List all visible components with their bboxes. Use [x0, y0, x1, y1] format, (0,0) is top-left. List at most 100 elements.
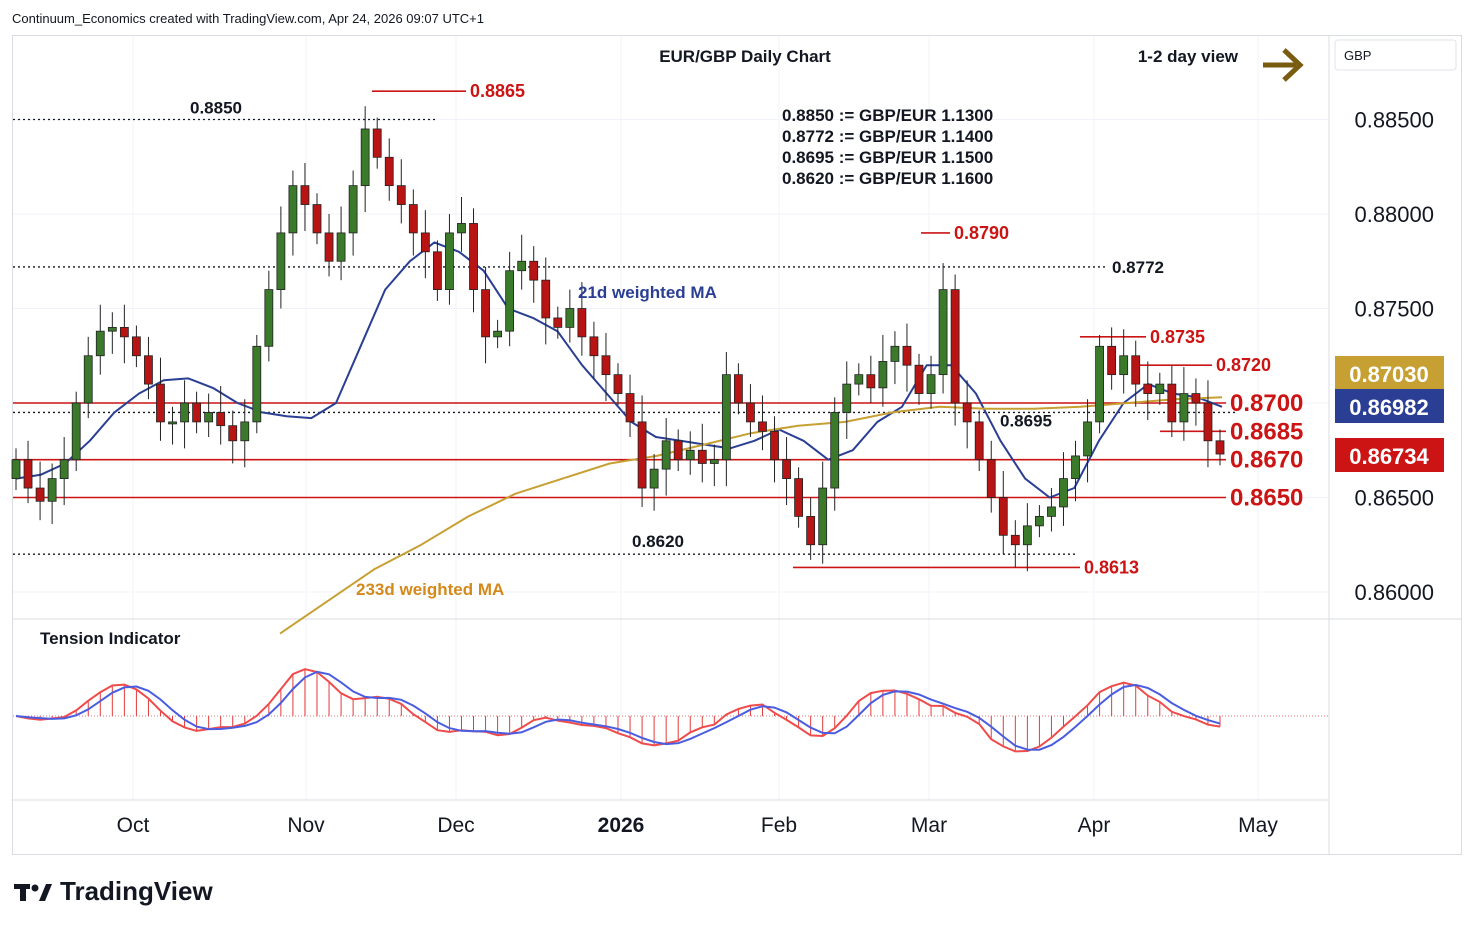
candle-body: [11, 459, 21, 480]
tradingview-logo[interactable]: TradingView: [14, 876, 213, 907]
dotted-level-label: 0.8695: [1000, 411, 1052, 430]
candle-body: [1035, 516, 1044, 527]
candle-body: [986, 459, 996, 498]
price-tick-label: 0.88500: [1354, 108, 1434, 133]
candle-body: [1167, 383, 1177, 423]
candle-body: [505, 270, 515, 332]
candle-body: [613, 374, 623, 394]
candle-body: [998, 497, 1008, 536]
candle-body: [204, 412, 214, 423]
dotted-level-label: 0.8850: [190, 99, 242, 118]
ma21-line: [15, 241, 1223, 499]
candle-body: [1215, 440, 1225, 455]
chart-frame: [12, 35, 1462, 855]
candle-body: [1083, 421, 1092, 457]
candle-body: [35, 487, 45, 502]
candle-body: [324, 232, 334, 262]
candle-body: [842, 383, 852, 413]
candle-body: [529, 260, 539, 281]
header-attribution: Continuum_Economics created with Trading…: [12, 11, 484, 26]
price-badge-label: 0.87030: [1349, 362, 1429, 387]
candle-body: [445, 232, 454, 290]
candle-body: [47, 478, 57, 502]
conversion-line: 0.8772 := GBP/EUR 1.1400: [782, 127, 993, 146]
time-tick-label: 2026: [598, 814, 645, 837]
candle-body: [734, 374, 743, 404]
candle-body: [252, 345, 262, 423]
candle-body: [770, 430, 779, 461]
level-label: 0.8613: [1084, 557, 1139, 577]
dotted-levels: 0.8850 0.8772 0.8695 0.8620: [13, 99, 1235, 555]
price-badge: [1335, 438, 1444, 472]
time-tick-label: Apr: [1078, 814, 1111, 837]
candle-body: [673, 440, 683, 461]
candle-body: [131, 336, 141, 357]
candles: [11, 106, 1225, 572]
level-label: 0.8720: [1216, 355, 1271, 375]
candle-body: [228, 425, 238, 442]
price-badge-label: 0.86734: [1349, 444, 1429, 469]
candle-body: [1143, 383, 1153, 394]
candle-body: [1119, 355, 1129, 376]
candle-body: [396, 185, 406, 205]
time-tick-label: Mar: [911, 814, 947, 837]
time-tick-label: Oct: [117, 814, 150, 837]
candle-body: [818, 487, 828, 546]
candle-body: [746, 402, 755, 423]
currency-box[interactable]: [1334, 39, 1457, 71]
candle-body: [1022, 525, 1032, 546]
candle-body: [830, 412, 840, 489]
candle-body: [1010, 534, 1020, 546]
candle-body: [276, 232, 286, 290]
grid: [13, 36, 1329, 800]
conversion-line: 0.8620 := GBP/EUR 1.1600: [782, 169, 993, 188]
candle-body: [312, 204, 322, 234]
candle-body: [890, 345, 900, 362]
candle-body: [758, 421, 767, 432]
tradingview-logo-text: TradingView: [60, 876, 213, 906]
dotted-level-label: 0.8620: [632, 532, 684, 551]
candle-body: [360, 128, 370, 187]
chart-title: EUR/GBP Daily Chart: [659, 47, 831, 66]
time-tick-label: May: [1238, 814, 1278, 837]
candle-body: [216, 412, 226, 427]
candle-body: [601, 355, 611, 376]
candle-body: [192, 402, 202, 423]
candle-body: [661, 440, 671, 470]
candle-body: [168, 421, 177, 425]
candle-body: [469, 223, 478, 290]
candle-body: [794, 478, 803, 517]
candle-body: [95, 330, 105, 357]
candle-body: [721, 374, 731, 461]
candle-body: [1131, 355, 1141, 385]
price-badge: [1335, 389, 1444, 423]
ma233-line: [279, 396, 1223, 635]
tension-title: Tension Indicator: [40, 629, 181, 648]
candle-body: [432, 251, 442, 291]
price-badge-label: 0.86982: [1349, 395, 1429, 420]
candle-body: [1179, 393, 1189, 423]
candle-body: [866, 374, 876, 389]
candle-body: [240, 421, 250, 442]
candle-body: [938, 289, 948, 376]
candle-body: [1107, 345, 1117, 376]
candle-body: [1071, 455, 1080, 480]
tension-line: [15, 668, 1221, 753]
candle-body: [541, 279, 551, 319]
candle-body: [1047, 506, 1056, 517]
candle-body: [144, 355, 153, 385]
candle-body: [71, 402, 81, 461]
candle-body: [288, 185, 298, 234]
candle-body: [914, 364, 924, 394]
candle-body: [420, 232, 430, 253]
price-tick-label: 0.88000: [1354, 202, 1434, 227]
conversion-line: 0.8695 := GBP/EUR 1.1500: [782, 148, 993, 167]
price-badges: 0.87030 0.86982 0.86734: [1335, 356, 1444, 472]
candle-body: [565, 308, 575, 328]
candle-body: [372, 128, 382, 158]
level-label: 0.8790: [954, 223, 1009, 243]
level-label: 0.8685: [1230, 418, 1303, 445]
candle-body: [950, 289, 960, 404]
candle-body: [300, 185, 310, 205]
